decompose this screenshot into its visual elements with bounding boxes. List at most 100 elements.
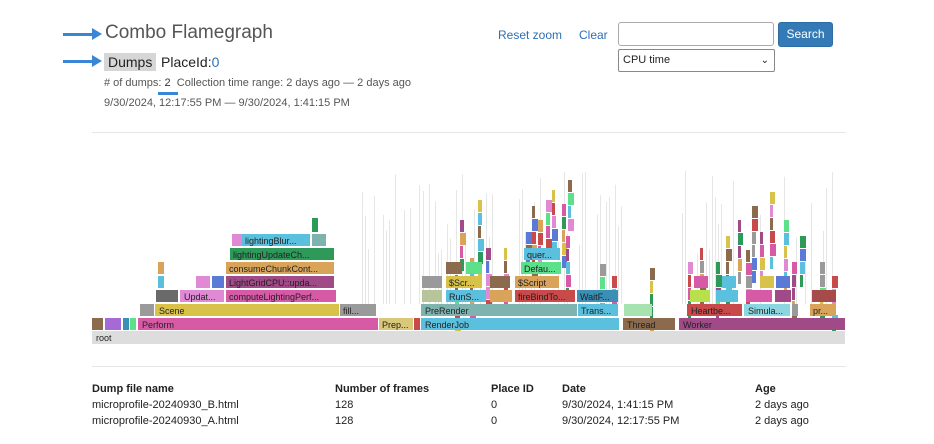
frame-block[interactable] — [422, 276, 442, 288]
flamegraph-mini-frame — [460, 246, 463, 258]
frame-runs[interactable] — [446, 290, 486, 302]
frame-block[interactable] — [446, 262, 462, 274]
frame-block[interactable] — [92, 318, 103, 330]
cell-place: 0 — [491, 415, 498, 427]
frame-block[interactable] — [760, 276, 774, 288]
frame-block[interactable] — [158, 276, 164, 288]
divider-bottom — [92, 366, 846, 367]
frame-block[interactable] — [312, 234, 326, 246]
flamegraph-mini-frame — [832, 276, 838, 288]
frame-computelighting[interactable] — [226, 290, 336, 302]
flamegraph-spike — [585, 171, 586, 304]
flamegraph-mini-frame — [752, 245, 755, 257]
flamegraph-spike — [374, 195, 375, 304]
frame-lightingupdate[interactable] — [230, 248, 334, 260]
cell-age: 2 days ago — [755, 399, 809, 411]
frame-block[interactable] — [490, 290, 512, 302]
frame-worker[interactable] — [679, 318, 845, 330]
frame-simulation[interactable] — [744, 304, 790, 316]
frame-block[interactable] — [232, 234, 242, 246]
clear-link[interactable]: Clear — [579, 28, 608, 42]
frame-block[interactable] — [690, 290, 710, 302]
flamegraph-spike — [389, 220, 390, 304]
frame-block[interactable] — [490, 276, 510, 288]
frame-block[interactable] — [812, 290, 836, 302]
frame-block[interactable] — [716, 290, 738, 302]
frame-block[interactable] — [422, 290, 442, 302]
frame-label-computelighting: computeLightingPerf... — [229, 292, 319, 302]
flamegraph-mini-frame — [552, 203, 555, 215]
flamegraph-mini-frame — [546, 200, 552, 212]
frame-update[interactable] — [180, 290, 224, 302]
metric-select-value: CPU time — [623, 54, 671, 66]
frame-block[interactable] — [624, 304, 652, 316]
frame-block[interactable] — [414, 318, 420, 330]
search-input[interactable] — [618, 22, 774, 46]
flamegraph-spike — [419, 185, 420, 304]
frame-script-a[interactable] — [446, 276, 482, 288]
frame-block[interactable] — [158, 262, 164, 274]
flamegraph-mini-frame — [820, 275, 825, 287]
frame-script-b[interactable] — [515, 276, 559, 288]
metric-select[interactable]: CPU time ⌄ — [618, 49, 775, 72]
frame-trans[interactable] — [578, 304, 618, 316]
cell-place: 0 — [491, 399, 498, 411]
frame-label-root: root — [96, 333, 112, 343]
frame-block[interactable] — [694, 276, 708, 288]
flamegraph-mini-frame — [460, 233, 466, 245]
flamegraph-mini-frame — [650, 268, 655, 280]
frame-block[interactable] — [776, 276, 790, 288]
flamegraph-mini-frame — [726, 236, 730, 248]
flamegraph-mini-frame — [538, 220, 543, 232]
flamegraph-spike — [489, 236, 490, 304]
frame-lightingblur[interactable] — [242, 234, 310, 246]
frame-block[interactable] — [722, 276, 736, 288]
flamegraph-mini-frame — [486, 261, 489, 273]
flamegraph-spike — [519, 199, 520, 304]
frame-block[interactable] — [792, 304, 798, 316]
frame-firebind[interactable] — [515, 290, 575, 302]
flamegraph-mini-frame — [478, 200, 482, 212]
frame-prerender[interactable] — [421, 304, 577, 316]
flamegraph-spike — [579, 244, 580, 304]
place-id-value[interactable]: 0 — [211, 54, 220, 70]
flamegraph-spike — [474, 209, 475, 304]
frame-waitf[interactable] — [577, 290, 618, 302]
frame-block[interactable] — [105, 318, 121, 330]
frame-lightgrid[interactable] — [226, 276, 334, 288]
annotation-underline-count — [158, 92, 178, 95]
frame-block[interactable] — [312, 218, 318, 232]
frame-consumechunk[interactable] — [226, 262, 334, 274]
frame-prep[interactable] — [379, 318, 413, 330]
frame-block[interactable] — [123, 318, 129, 330]
search-button[interactable]: Search — [778, 22, 833, 47]
flamegraph-mini-frame — [752, 271, 756, 283]
frame-query[interactable] — [524, 248, 560, 260]
frame-block[interactable] — [746, 290, 772, 302]
frame-fill[interactable] — [340, 304, 376, 316]
frame-renderjob[interactable] — [421, 318, 619, 330]
frame-block[interactable] — [156, 290, 178, 302]
flamegraph-mini-frame — [760, 232, 763, 244]
flamegraph-mini-frame — [552, 229, 558, 241]
frame-perform[interactable] — [138, 318, 378, 330]
frame-block[interactable] — [212, 276, 224, 288]
flamegraph-spike — [826, 188, 827, 304]
flamegraph-mini-frame — [752, 258, 757, 270]
flamegraph-spike — [811, 203, 812, 304]
flamegraph-spike — [395, 174, 396, 304]
frame-root[interactable] — [92, 331, 845, 344]
frame-heartbeat[interactable] — [687, 304, 742, 316]
frame-block[interactable] — [196, 276, 210, 288]
frame-thread[interactable] — [623, 318, 675, 330]
reset-zoom-link[interactable]: Reset zoom — [498, 28, 563, 42]
frame-block[interactable] — [466, 262, 482, 274]
frame-scene[interactable] — [155, 304, 339, 316]
frame-block[interactable] — [775, 290, 791, 302]
frame-block[interactable] — [140, 304, 154, 316]
frame-block[interactable] — [130, 318, 136, 330]
frame-default[interactable] — [521, 262, 561, 274]
flamegraph-mini-frame — [552, 216, 556, 228]
frame-pr[interactable] — [810, 304, 836, 316]
